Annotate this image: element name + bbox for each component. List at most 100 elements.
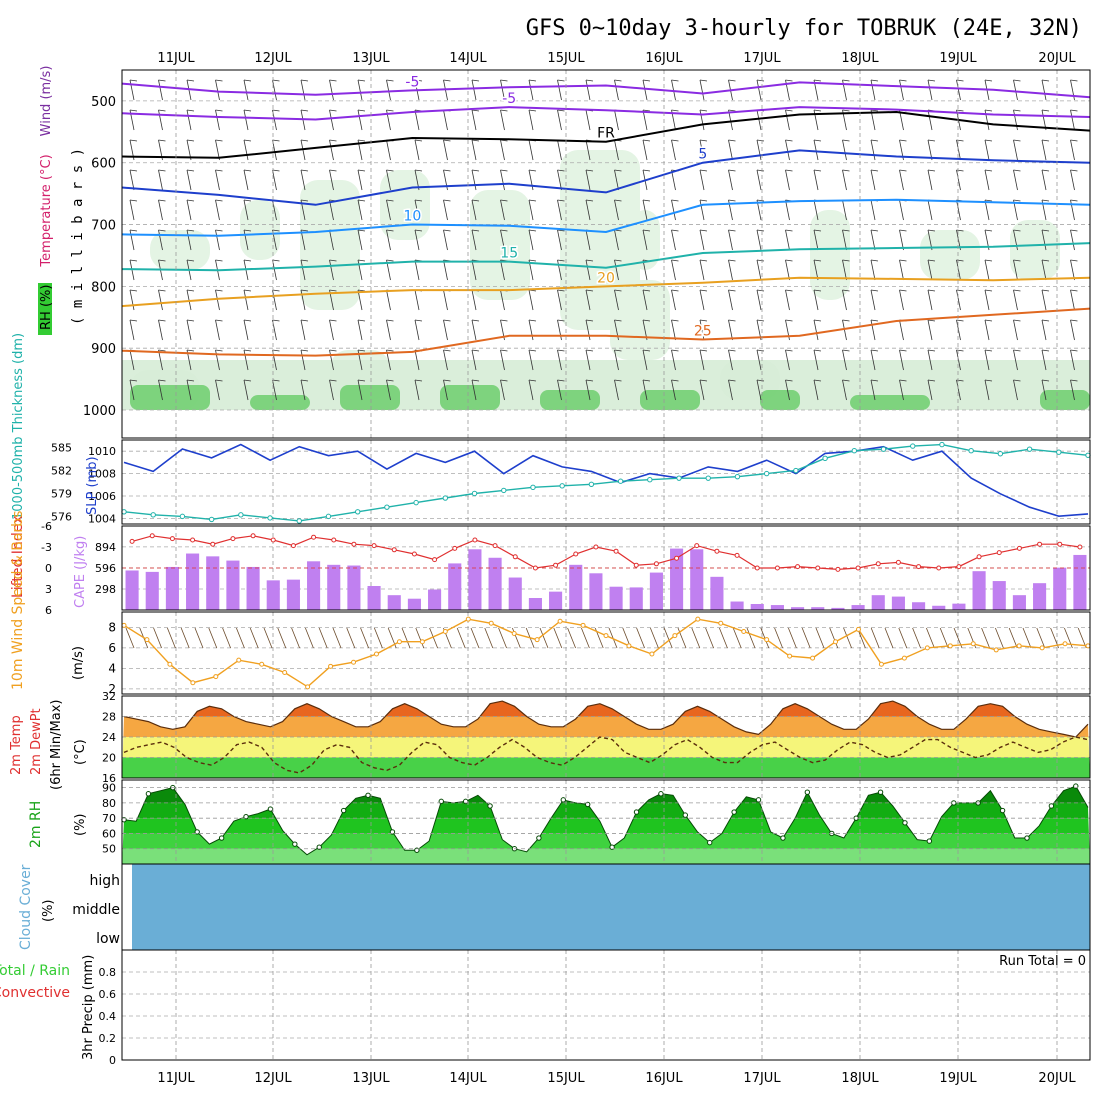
wind-barb-shaft bbox=[899, 319, 904, 341]
wind-barb-flag bbox=[1041, 289, 1050, 292]
cape-bar bbox=[730, 601, 744, 610]
wind-barb bbox=[671, 229, 679, 251]
wind-barb-flag bbox=[272, 379, 280, 382]
wind-barb-shaft bbox=[699, 79, 705, 101]
wind-barb-flag bbox=[272, 79, 280, 82]
wind-barb-shaft bbox=[1041, 259, 1047, 281]
wind-barb bbox=[500, 229, 508, 251]
wind-barb-flag bbox=[1013, 79, 1021, 82]
wind-barb bbox=[671, 349, 679, 371]
wind-barb-shaft bbox=[500, 139, 505, 161]
thickness-point bbox=[968, 447, 974, 454]
wind-barb-flag bbox=[500, 139, 508, 142]
wind-barb-shaft bbox=[614, 109, 619, 131]
pressure-tick-label: 600 bbox=[91, 157, 116, 172]
cape-bar bbox=[528, 598, 542, 610]
wind-barb-shaft bbox=[699, 319, 705, 341]
wind-barb-shaft bbox=[614, 229, 619, 251]
cape-bar bbox=[1033, 583, 1047, 610]
wind-barb bbox=[557, 169, 565, 191]
wind-barb-flag bbox=[699, 379, 708, 382]
slp-tick-label: 1006 bbox=[88, 490, 116, 503]
wind-barb-flag bbox=[671, 349, 679, 352]
wind10m-barb bbox=[1008, 627, 1018, 649]
wind10m-point bbox=[442, 628, 448, 634]
thickness-point bbox=[705, 475, 711, 481]
wind-barb-shaft bbox=[272, 79, 277, 101]
wind-barb bbox=[329, 379, 337, 401]
wind10m-barb bbox=[719, 627, 728, 649]
wind-barb-flag bbox=[785, 379, 793, 382]
wind-barb bbox=[471, 379, 480, 401]
wind-barb-shaft bbox=[1041, 229, 1047, 251]
wind-barb-flag bbox=[1070, 79, 1078, 82]
wind-barb-flag bbox=[842, 259, 850, 262]
li-point bbox=[774, 565, 780, 571]
wind-barb bbox=[614, 289, 622, 311]
cape-bar bbox=[670, 548, 684, 610]
rh-shading-moist bbox=[340, 385, 400, 410]
wind-barb-flag bbox=[1041, 109, 1050, 112]
wind-barb-flag bbox=[158, 139, 166, 142]
wind10m-barb bbox=[456, 627, 466, 649]
wind-barb-flag bbox=[671, 379, 679, 382]
slp-tick-label: 1008 bbox=[88, 468, 116, 481]
wind-barb-shaft bbox=[984, 169, 990, 191]
wind-barb-shaft bbox=[642, 199, 648, 221]
wind-barb bbox=[585, 259, 594, 281]
wind-barb-shaft bbox=[300, 349, 306, 371]
wind-barb-flag bbox=[186, 109, 195, 112]
wind-barb-shaft bbox=[528, 229, 534, 251]
wind10m-point bbox=[557, 618, 563, 624]
wind10m-barb bbox=[746, 627, 756, 649]
wind-barb-flag bbox=[357, 259, 366, 262]
wind-barb-flag bbox=[671, 229, 679, 232]
wind10m-point bbox=[1085, 643, 1091, 649]
chart-title: GFS 0~10day 3-hourly for TOBRUK (24E, 32… bbox=[526, 16, 1082, 41]
wind-barb-shaft bbox=[414, 229, 420, 251]
wind-barb-flag bbox=[927, 169, 936, 172]
wind10m-point bbox=[282, 669, 288, 675]
bottom-date-label: 14JUL bbox=[449, 1071, 487, 1086]
wind-barb-flag bbox=[386, 379, 394, 382]
wind-barb-flag bbox=[557, 259, 565, 262]
wind-barb-shaft bbox=[500, 379, 505, 401]
wind-barb-flag bbox=[443, 79, 451, 82]
wind-barb-flag bbox=[300, 109, 309, 112]
wind-barb bbox=[756, 79, 765, 101]
wind10m-point bbox=[993, 647, 999, 653]
wind-barb-shaft bbox=[785, 169, 790, 191]
wind-barb-shaft bbox=[443, 259, 448, 281]
wind-barb-flag bbox=[614, 259, 622, 262]
wind-barb-shaft bbox=[386, 229, 391, 251]
wind-barb-shaft bbox=[813, 199, 819, 221]
wind-barb-shaft bbox=[528, 379, 534, 401]
wind-barb-shaft bbox=[1041, 139, 1047, 161]
wind-barb-flag bbox=[414, 199, 423, 202]
wind-barb-flag bbox=[813, 139, 822, 142]
top-date-label: 14JUL bbox=[449, 51, 487, 66]
rh-band bbox=[122, 786, 1090, 803]
wind-barb-flag bbox=[1070, 199, 1078, 202]
wind-barb-flag bbox=[671, 109, 679, 112]
top-date-label: 19JUL bbox=[939, 51, 977, 66]
wind-barb bbox=[243, 109, 252, 131]
wind-barb bbox=[642, 379, 651, 401]
wind-barb-flag bbox=[243, 319, 252, 322]
wind-barb bbox=[443, 379, 451, 401]
wind-barb-flag bbox=[414, 79, 423, 82]
wind-barb-shaft bbox=[842, 229, 847, 251]
wind-barb-flag bbox=[329, 139, 337, 142]
wind-barb-flag bbox=[528, 349, 537, 352]
rh-point bbox=[658, 791, 664, 797]
wind-barb-flag bbox=[984, 349, 993, 352]
wind-barb bbox=[443, 139, 451, 161]
wind-barb-shaft bbox=[414, 259, 420, 281]
wind10m-barb bbox=[498, 627, 507, 649]
wind-barb bbox=[1013, 259, 1021, 281]
wind-barb bbox=[984, 259, 993, 281]
wind-barb-shaft bbox=[1041, 289, 1047, 311]
wind-barb bbox=[528, 109, 537, 131]
wind-barb bbox=[728, 229, 736, 251]
wind10m-point bbox=[259, 661, 265, 667]
